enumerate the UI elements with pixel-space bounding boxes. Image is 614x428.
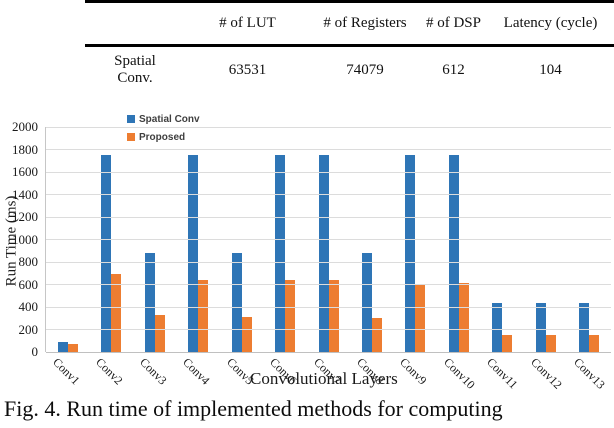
bar-spatial-conv (231, 253, 242, 352)
x-axis-tick-label: Conv10 (440, 355, 478, 392)
bar-spatial-conv (144, 253, 155, 352)
runtime-bar-chart: Run Time (ms) Spatial Conv Proposed Convo… (0, 105, 614, 396)
bar-proposed (67, 343, 78, 352)
bar-group (220, 127, 263, 352)
y-axis-tick-label: 1200 (12, 209, 38, 224)
bar-spatial-conv (492, 302, 503, 352)
x-axis-tick-label: Conv11 (484, 355, 521, 392)
resource-table: # of LUT # of Registers # of DSP Latency… (85, 0, 614, 93)
table-cell-registers: 74079 (346, 61, 384, 78)
figure-caption: Fig. 4. Run time of implemented methods … (4, 396, 503, 421)
x-axis-tick-label: Conv9 (397, 355, 431, 388)
x-axis-tick-label: Conv4 (180, 355, 213, 388)
bar-spatial-conv (405, 155, 416, 352)
bar-group (437, 127, 480, 352)
y-axis-tick-label: 800 (18, 254, 39, 269)
legend-swatch (127, 133, 135, 141)
gridline (46, 126, 611, 128)
y-axis-tick-label: 400 (18, 299, 39, 314)
bar-group (524, 127, 567, 352)
table-header-cell (85, 3, 185, 44)
bars-container (46, 127, 611, 352)
bar-group (481, 127, 524, 352)
y-axis-tick-label: 1600 (12, 164, 38, 179)
gridline (46, 216, 611, 218)
table-header-cell-dsp: # of DSP (425, 15, 481, 32)
bar-spatial-conv (318, 155, 329, 352)
gridline (46, 261, 611, 263)
bar-spatial-conv (275, 155, 286, 352)
plot-area (45, 126, 611, 353)
bar-proposed (458, 283, 469, 352)
bar-spatial-conv (101, 155, 112, 352)
gridline (46, 306, 611, 308)
x-axis-tick-label: Conv12 (527, 355, 565, 392)
y-axis-tick-label: 200 (18, 321, 39, 337)
bar-group (307, 127, 350, 352)
gridline (46, 329, 611, 330)
y-axis-tick-label: 600 (18, 276, 39, 292)
bar-proposed (111, 274, 122, 352)
bar-proposed (589, 335, 600, 352)
bar-group (350, 127, 393, 352)
bar-proposed (415, 284, 426, 352)
legend-item: Proposed (127, 128, 200, 146)
table-cell-lut: 63531 (228, 61, 267, 78)
table-cell-latency: 104 (539, 61, 562, 78)
legend-label: Proposed (139, 131, 186, 143)
bar-group (263, 127, 306, 352)
gridline (46, 194, 611, 195)
bar-spatial-conv (188, 155, 199, 352)
gridline (46, 149, 611, 150)
bar-proposed (545, 335, 556, 352)
y-axis-tick-label: 0 (31, 344, 39, 359)
table-row: Spatial Conv. 63531 74079 612 104 (85, 47, 614, 93)
table-header-cell-latency: Latency (cycle) (503, 15, 598, 32)
table-header-cell-lut: # of LUT (219, 15, 276, 32)
table-header-cell-registers: # of Registers (323, 15, 407, 32)
bar-proposed (241, 317, 252, 352)
bar-proposed (502, 335, 513, 352)
gridline (46, 239, 611, 240)
y-axis-tick-label: 1000 (12, 231, 38, 247)
x-axis-tick-label: Conv1 (49, 355, 83, 388)
y-axis-tick-label: 1800 (12, 141, 38, 157)
x-axis-tick-label: Conv3 (136, 355, 170, 388)
bar-proposed (328, 280, 339, 352)
y-axis-tick-label: 2000 (12, 119, 38, 134)
gridline (46, 284, 611, 285)
legend-item: Spatial Conv (127, 110, 200, 128)
x-axis-tick-label: Conv13 (571, 355, 609, 392)
gridline (46, 351, 611, 353)
bar-spatial-conv (362, 253, 373, 352)
bar-proposed (154, 314, 165, 352)
bar-spatial-conv (448, 155, 459, 352)
legend-swatch (127, 115, 135, 123)
chart-legend: Spatial Conv Proposed (127, 110, 200, 146)
bar-group (89, 127, 132, 352)
bar-group (176, 127, 219, 352)
bar-group (133, 127, 176, 352)
bar-spatial-conv (57, 342, 68, 352)
table-header-row: # of LUT # of Registers # of DSP Latency… (85, 0, 614, 47)
bar-proposed (285, 280, 296, 352)
table-row-label: Spatial Conv. (114, 53, 156, 86)
x-axis-title: Convolutional Layers (250, 369, 398, 388)
bar-proposed (372, 317, 383, 352)
bar-spatial-conv (535, 302, 546, 352)
x-axis-tick-label: Conv2 (93, 355, 126, 388)
bar-group (46, 127, 89, 352)
bar-spatial-conv (579, 302, 590, 352)
bar-proposed (198, 280, 209, 352)
bar-group (568, 127, 611, 352)
gridline (46, 171, 611, 173)
y-axis-tick-label: 1400 (12, 186, 38, 202)
bar-group (394, 127, 437, 352)
table-cell-dsp: 612 (442, 61, 465, 78)
legend-label: Spatial Conv (139, 113, 200, 125)
